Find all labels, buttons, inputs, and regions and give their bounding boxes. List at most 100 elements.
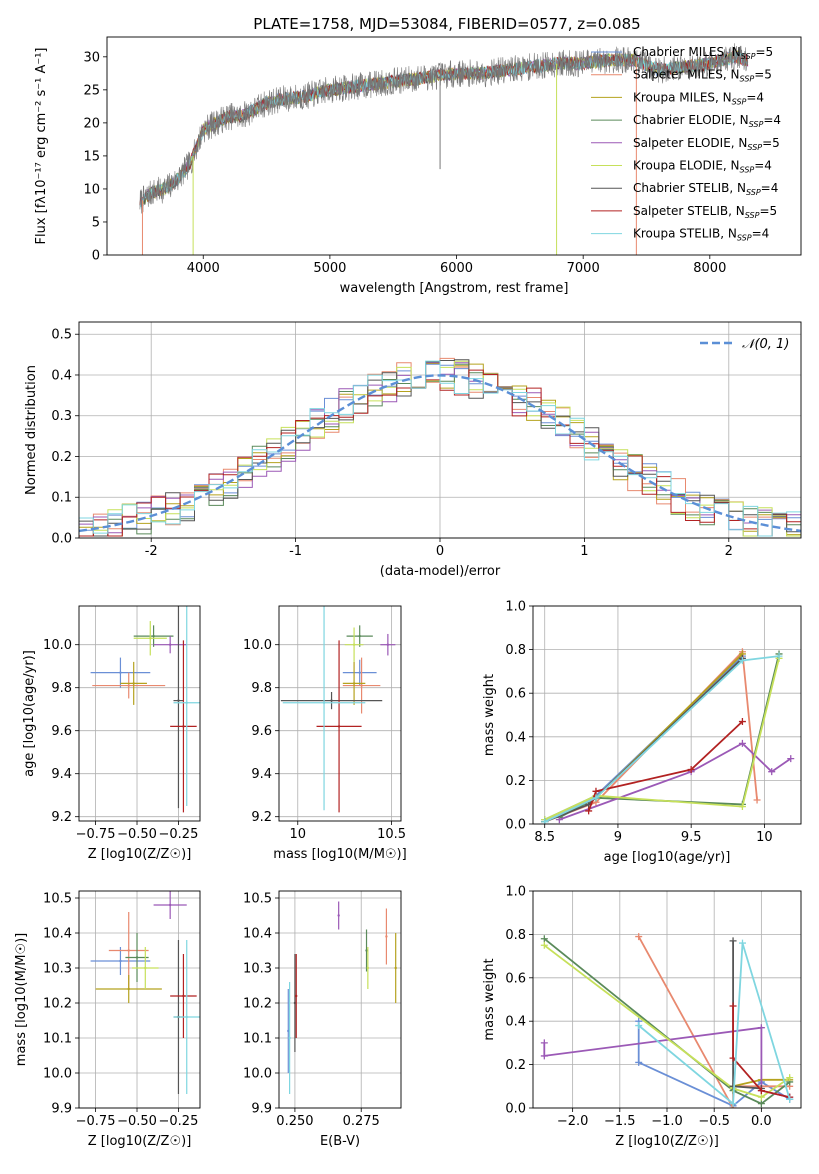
y-axis-label: mass weight bbox=[482, 958, 497, 1040]
data-point bbox=[135, 956, 139, 959]
y-tick-label: 9.4 bbox=[251, 767, 272, 782]
legend-label: Kroupa STELIB, NSSP=4 bbox=[633, 227, 769, 243]
point-marker bbox=[753, 796, 761, 804]
residuals-frame bbox=[78, 321, 802, 539]
point-marker bbox=[635, 1058, 643, 1066]
y-tick-label: 9.6 bbox=[251, 724, 272, 739]
data-point bbox=[337, 914, 340, 917]
x-axis-label: Z [log10(Z/Z☉)] bbox=[88, 847, 192, 862]
legend-label: 𝒩(0, 1) bbox=[742, 337, 789, 352]
series-line bbox=[732, 940, 762, 1090]
mass-vs-Z-points bbox=[90, 891, 200, 1094]
legend-subscript: SSP bbox=[732, 97, 747, 106]
x-tick-label: 8.5 bbox=[534, 830, 555, 845]
y-tick-label: 25 bbox=[83, 83, 100, 98]
data-point bbox=[119, 671, 122, 674]
legend-suffix: =4 bbox=[754, 159, 772, 173]
data-point bbox=[352, 682, 356, 685]
x-tick-label: -2 bbox=[145, 544, 158, 559]
point-marker bbox=[757, 1100, 765, 1108]
age-vs-Z-points bbox=[90, 606, 200, 813]
data-point bbox=[119, 959, 122, 963]
x-axis-label: age [log10(age/yr)] bbox=[604, 850, 731, 865]
legend-text: Kroupa MILES, N bbox=[633, 90, 732, 104]
y-tick-label: 10.2 bbox=[43, 997, 72, 1012]
y-tick-label: 0.0 bbox=[505, 1102, 526, 1117]
point-marker bbox=[738, 739, 746, 747]
point-marker bbox=[757, 1024, 765, 1032]
x-tick-label: 9.5 bbox=[681, 830, 702, 845]
point-marker bbox=[540, 941, 548, 949]
residual-histograms bbox=[79, 357, 801, 537]
x-tick-label: 4000 bbox=[187, 261, 220, 276]
legend-suffix: =4 bbox=[746, 90, 764, 104]
x-axis-label: Z [log10(Z/Z☉)] bbox=[615, 1134, 719, 1149]
y-tick-label: 0.6 bbox=[505, 971, 526, 986]
x-tick-label: 8000 bbox=[693, 261, 726, 276]
y-tick-label: 30 bbox=[83, 50, 100, 65]
legend-suffix: =5 bbox=[754, 68, 772, 82]
data-point bbox=[360, 684, 363, 687]
spectrum-axes: 4000 5000 6000 7000 8000 0 5 10 15 20 25 30 waveleng… bbox=[34, 48, 726, 297]
y-tick-label: 9.8 bbox=[51, 681, 72, 696]
y-tick-label: 1.0 bbox=[505, 600, 526, 615]
y-tick-label: 20 bbox=[83, 116, 100, 131]
spectrum-frame bbox=[106, 36, 802, 256]
x-tick-label: −0.5 bbox=[698, 1114, 730, 1129]
x-tick-label: −0.50 bbox=[117, 1114, 157, 1129]
legend-subscript: SSP bbox=[747, 143, 762, 152]
data-point bbox=[168, 903, 172, 907]
spectrum-lines bbox=[139, 43, 749, 255]
data-point bbox=[185, 1015, 188, 1019]
series-line bbox=[638, 942, 791, 1106]
point-marker bbox=[541, 818, 549, 824]
y-tick-label: 9.9 bbox=[51, 1102, 72, 1117]
observed-spectrum-line bbox=[139, 43, 749, 214]
series-line bbox=[544, 658, 780, 821]
y-tick-label: 9.6 bbox=[51, 724, 72, 739]
legend-label: Chabrier STELIB, NSSP=4 bbox=[633, 181, 778, 197]
x-tick-label: 1 bbox=[580, 544, 588, 559]
point-marker bbox=[585, 807, 593, 815]
weight-vs-Z-series bbox=[540, 933, 794, 1108]
series-line bbox=[543, 937, 791, 1105]
legend-subscript: SSP bbox=[737, 234, 752, 243]
point-marker bbox=[768, 768, 776, 776]
y-axis-label: Flux [fλ10⁻¹⁷ erg cm⁻² s⁻¹ A⁻¹] bbox=[34, 48, 49, 245]
point-marker bbox=[729, 1100, 737, 1108]
y-tick-label: 9.2 bbox=[251, 810, 272, 825]
x-tick-label: −1.5 bbox=[604, 1114, 636, 1129]
data-point bbox=[293, 1001, 297, 1005]
y-tick-label: 0.4 bbox=[505, 730, 526, 745]
data-point bbox=[295, 994, 298, 998]
y-tick-label: 0.0 bbox=[505, 818, 526, 833]
data-point bbox=[394, 966, 397, 970]
data-point bbox=[182, 725, 185, 728]
point-marker bbox=[635, 1022, 643, 1030]
x-axis-label: (data-model)/error bbox=[380, 564, 501, 579]
x-axis-label: E(B-V) bbox=[320, 1134, 360, 1149]
y-tick-label: 10.0 bbox=[43, 638, 72, 653]
legend-label: Chabrier ELODIE, NSSP=4 bbox=[633, 113, 781, 129]
y-tick-label: 0.2 bbox=[51, 450, 72, 465]
data-point bbox=[322, 701, 326, 704]
legend-label: Kroupa ELODIE, NSSP=4 bbox=[633, 159, 772, 175]
legend-text: Kroupa STELIB, N bbox=[633, 227, 737, 241]
legend-suffix: =4 bbox=[761, 181, 779, 195]
legend-label: Kroupa MILES, NSSP=4 bbox=[633, 90, 764, 106]
y-tick-label: 9.9 bbox=[251, 1102, 272, 1117]
x-tick-label: 2 bbox=[725, 544, 733, 559]
point-marker bbox=[738, 939, 746, 947]
point-marker bbox=[592, 787, 600, 795]
point-marker bbox=[738, 718, 746, 726]
legend-subscript: SSP bbox=[740, 75, 755, 84]
legend-suffix: =5 bbox=[759, 204, 777, 218]
x-tick-label: 0 bbox=[436, 544, 444, 559]
x-tick-label: 7000 bbox=[567, 261, 600, 276]
chart-title: PLATE=1758, MJD=53084, FIBERID=0577, z=0… bbox=[253, 15, 640, 33]
data-point bbox=[144, 966, 147, 970]
point-marker bbox=[687, 766, 695, 773]
